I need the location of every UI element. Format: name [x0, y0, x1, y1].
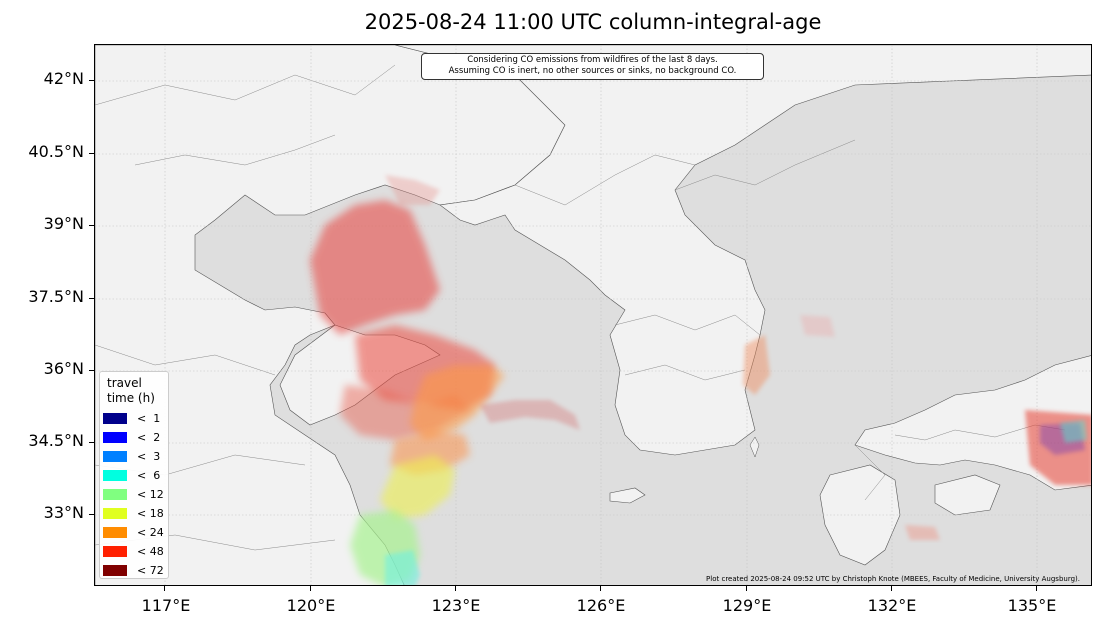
- legend-item: < 1: [103, 412, 167, 425]
- lat-tick-label: 39°N: [43, 214, 84, 233]
- y-tickmark: [89, 225, 94, 226]
- legend-label: < 2: [137, 431, 161, 444]
- admin-borders: [95, 64, 1066, 551]
- travel-time-legend: travel time (h) < 1 < 2 < 3 < 6 < 12 < 18 < 24…: [99, 371, 169, 579]
- legend-swatch: [103, 546, 127, 557]
- plume-japan-cyan: [1060, 420, 1087, 443]
- land-areas: [95, 45, 1091, 585]
- x-tickmark: [455, 586, 456, 591]
- legend-item: < 18: [103, 507, 167, 520]
- land-shikoku: [934, 474, 1001, 516]
- legend-title: travel time (h): [107, 376, 155, 406]
- smoke-plume: [310, 175, 1091, 585]
- plume-cyan: [385, 550, 420, 585]
- note-line-2: Assuming CO is inert, no other sources o…: [448, 66, 737, 76]
- y-tickmark: [89, 514, 94, 515]
- legend-item: < 48: [103, 545, 167, 558]
- lon-tick-label: 117°E: [141, 596, 191, 615]
- legend-swatch: [103, 489, 127, 500]
- legend-label: < 6: [137, 469, 161, 482]
- plume-korea-east: [743, 335, 770, 395]
- plot-credit: Plot created 2025-08-24 09:52 UTC by Chr…: [706, 575, 1080, 583]
- plume-streak-2: [385, 175, 440, 205]
- y-tickmark: [89, 298, 94, 299]
- map-panel[interactable]: [94, 44, 1092, 586]
- plume-red-north: [310, 200, 440, 335]
- plume-streak: [480, 400, 580, 430]
- legend-swatch: [103, 470, 127, 481]
- legend-label: < 72: [137, 564, 164, 577]
- legend-title-line-2: time (h): [107, 391, 155, 405]
- lat-tick-label: 42°N: [43, 69, 84, 88]
- lat-tick-label: 33°N: [43, 503, 84, 522]
- plume-east-sea: [800, 315, 835, 337]
- legend-swatch: [103, 432, 127, 443]
- legend-item: < 6: [103, 469, 167, 482]
- x-tickmark: [891, 586, 892, 591]
- assumption-note: Considering CO emissions from wildfires …: [421, 53, 764, 80]
- lon-tick-label: 129°E: [722, 596, 772, 615]
- land-jeju: [609, 487, 646, 504]
- lat-tick-label: 40.5°N: [28, 142, 84, 161]
- legend-swatch: [103, 527, 127, 538]
- y-tickmark: [89, 80, 94, 81]
- legend-swatch: [103, 451, 127, 462]
- legend-swatch: [103, 413, 127, 424]
- map-canvas: [95, 45, 1091, 585]
- legend-item: < 3: [103, 450, 167, 463]
- plot-title: 2025-08-24 11:00 UTC column-integral-age: [364, 10, 822, 34]
- legend-title-line-1: travel: [107, 376, 142, 390]
- lon-tick-label: 132°E: [867, 596, 917, 615]
- lon-tick-label: 126°E: [576, 596, 626, 615]
- x-tickmark: [600, 586, 601, 591]
- lat-tick-label: 36°N: [43, 359, 84, 378]
- legend-item: < 12: [103, 488, 167, 501]
- plume-yellow: [380, 455, 455, 520]
- legend-swatch: [103, 508, 127, 519]
- land-korea-manchuria: [394, 45, 1091, 456]
- land-kyushu: [819, 464, 901, 566]
- legend-label: < 1: [137, 412, 161, 425]
- legend-item: < 24: [103, 526, 167, 539]
- x-tickmark: [164, 586, 165, 591]
- legend-label: < 18: [137, 507, 164, 520]
- legend-label: < 48: [137, 545, 164, 558]
- note-line-1: Considering CO emissions from wildfires …: [467, 55, 718, 65]
- lat-tick-label: 37.5°N: [28, 287, 84, 306]
- lat-tick-label: 34.5°N: [28, 431, 84, 450]
- lon-tick-label: 135°E: [1007, 596, 1057, 615]
- y-tickmark: [89, 153, 94, 154]
- plume-orange: [410, 365, 505, 440]
- legend-label: < 12: [137, 488, 164, 501]
- y-tickmark: [89, 442, 94, 443]
- y-tickmark: [89, 370, 94, 371]
- x-tickmark: [310, 586, 311, 591]
- land-tsushima: [749, 436, 760, 458]
- x-tickmark: [746, 586, 747, 591]
- lon-tick-label: 123°E: [431, 596, 481, 615]
- legend-label: < 3: [137, 450, 161, 463]
- legend-item: < 72: [103, 564, 167, 577]
- plume-shikoku: [905, 525, 940, 540]
- legend-label: < 24: [137, 526, 164, 539]
- legend-item: < 2: [103, 431, 167, 444]
- x-tickmark: [1036, 586, 1037, 591]
- legend-swatch: [103, 565, 127, 576]
- lon-tick-label: 120°E: [286, 596, 336, 615]
